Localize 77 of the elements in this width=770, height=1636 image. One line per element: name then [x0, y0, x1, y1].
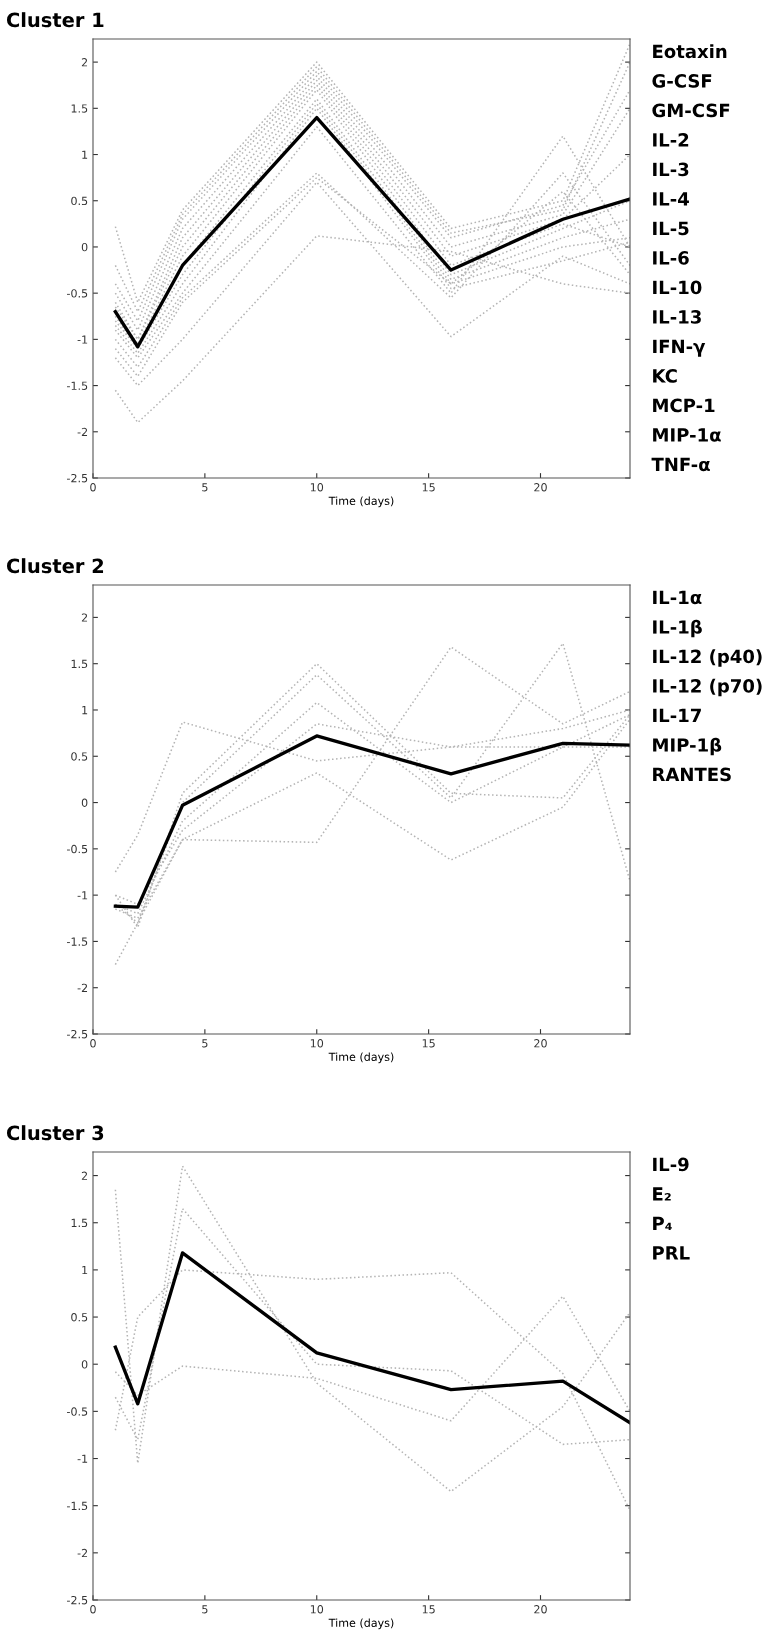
x-tick-label: 15: [422, 1039, 435, 1048]
y-tick-label: 1.5: [71, 104, 88, 113]
y-tick-label: -2.5: [67, 1595, 88, 1605]
x-tick-label: 10: [310, 483, 324, 492]
text: IL-9: [653, 1157, 689, 1172]
y-tick-label: -2.5: [67, 1029, 88, 1039]
x-tick-label: 0: [90, 1039, 96, 1048]
text: MCP-1: [653, 398, 715, 413]
y-tick-label: -0.5: [67, 289, 88, 298]
x-tick-label: 0: [90, 483, 96, 492]
y-tick-label: 1: [82, 150, 88, 159]
chart-title: Cluster 3: [6, 1125, 104, 1141]
y-tick-label: -0.5: [67, 1407, 88, 1416]
x-axis-title: Time (days): [328, 1052, 394, 1064]
text: IL-2: [653, 133, 689, 147]
text: IL-4: [653, 192, 689, 206]
x-axis-title: Time (days): [328, 1618, 394, 1630]
text: PRL: [653, 1246, 690, 1260]
x-tick-label: 10: [310, 1605, 324, 1614]
x-tick-label: 5: [202, 1605, 208, 1614]
text: IL-1α: [653, 590, 702, 605]
y-tick-label: -1.5: [67, 1501, 88, 1511]
y-tick-label: 1.5: [71, 1218, 88, 1228]
y-tick-label: 0.5: [71, 1313, 88, 1322]
x-tick-label: 15: [422, 483, 435, 492]
chart-title: Cluster 1: [6, 12, 104, 28]
text: MIP-1α: [653, 428, 721, 442]
y-tick-label: 2: [81, 613, 88, 622]
y-tick-label: -1: [77, 1454, 88, 1463]
y-tick-label: 0.5: [71, 196, 88, 206]
y-tick-label: 0: [81, 798, 88, 807]
text: G-CSF: [652, 74, 712, 88]
y-tick-label: 2: [81, 58, 88, 67]
y-tick-label: 1: [82, 706, 88, 715]
text: IL-5: [653, 221, 689, 236]
x-tick-label: 0: [90, 1605, 96, 1614]
x-axis-title: Time (days): [328, 496, 394, 508]
x-tick-label: 5: [202, 483, 208, 492]
text: IL-17: [653, 708, 701, 722]
y-tick-label: -2.5: [67, 473, 88, 483]
x-tick-label: 20: [534, 1039, 547, 1048]
y-tick-label: -1: [77, 891, 88, 900]
y-tick-label: -2: [77, 983, 88, 992]
text: IL-1β: [653, 619, 702, 638]
text: IL-13: [653, 310, 701, 324]
text: IL-3: [653, 162, 689, 177]
text: IFN-γ: [653, 339, 706, 357]
x-tick-label: 15: [422, 1605, 435, 1614]
y-tick-label: 0: [81, 1360, 88, 1369]
x-tick-label: 5: [202, 1039, 208, 1048]
text: IL-12 (p40): [653, 649, 762, 667]
x-tick-label: 20: [534, 1605, 547, 1614]
text: IL-6: [653, 251, 689, 265]
text: GM-CSF: [652, 103, 730, 118]
text: P₄: [653, 1216, 672, 1231]
y-tick-label: -1.5: [67, 937, 88, 946]
y-tick-label: 2: [81, 1171, 88, 1180]
y-tick-label: -0.5: [67, 844, 88, 854]
y-tick-label: 1: [82, 1266, 88, 1275]
text: KC: [653, 369, 677, 383]
y-tick-label: 1.5: [71, 659, 88, 669]
chart-title: Cluster 2: [6, 558, 104, 574]
y-tick-label: 0.5: [71, 752, 88, 761]
text: IL-10: [653, 280, 702, 295]
y-tick-label: -1: [77, 335, 88, 344]
y-tick-label: 0: [81, 242, 88, 252]
y-tick-label: -2: [77, 1548, 88, 1558]
y-tick-label: -2: [77, 427, 88, 437]
text: Eotaxin: [653, 44, 727, 59]
text: IL-12 (p70): [653, 678, 762, 697]
y-tick-label: -1.5: [67, 381, 88, 390]
text: RANTES: [653, 767, 731, 782]
text: TNF-α: [651, 457, 710, 472]
text: MIP-1β: [653, 737, 722, 756]
x-tick-label: 10: [310, 1039, 324, 1048]
text: E₂: [653, 1187, 671, 1201]
x-tick-label: 20: [534, 483, 547, 492]
